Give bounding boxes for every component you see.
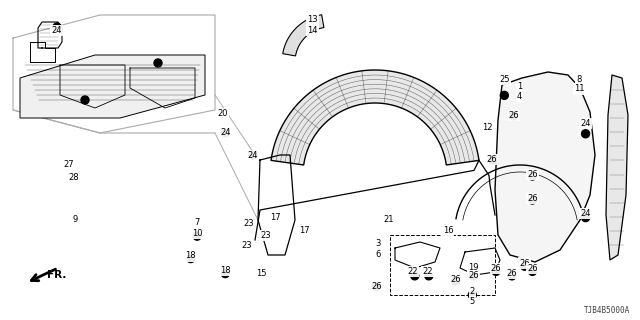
Text: 15: 15 xyxy=(256,269,266,278)
Text: 26: 26 xyxy=(371,282,381,291)
Text: 27: 27 xyxy=(64,160,74,169)
Circle shape xyxy=(582,130,589,138)
Text: 20: 20 xyxy=(218,109,228,118)
Circle shape xyxy=(489,156,497,164)
Text: 16: 16 xyxy=(443,226,453,235)
Circle shape xyxy=(81,96,89,104)
Text: 17: 17 xyxy=(299,226,309,235)
Text: 26: 26 xyxy=(451,276,461,284)
Text: 18: 18 xyxy=(186,252,196,260)
Circle shape xyxy=(411,272,419,280)
Polygon shape xyxy=(271,70,479,165)
Polygon shape xyxy=(283,15,324,56)
Circle shape xyxy=(221,269,229,278)
Circle shape xyxy=(372,282,380,291)
Text: 23: 23 xyxy=(260,231,271,240)
Circle shape xyxy=(154,59,162,67)
Text: 28: 28 xyxy=(68,173,79,182)
Circle shape xyxy=(249,151,257,159)
Text: 24: 24 xyxy=(580,209,591,218)
Circle shape xyxy=(452,277,460,285)
Text: 3: 3 xyxy=(375,239,380,248)
Circle shape xyxy=(468,291,476,299)
Text: 26: 26 xyxy=(491,264,501,273)
Bar xyxy=(390,235,495,295)
Text: 23: 23 xyxy=(243,220,253,228)
Circle shape xyxy=(53,23,61,31)
Text: 23: 23 xyxy=(241,241,252,250)
Text: 18: 18 xyxy=(220,266,230,275)
Text: 26: 26 xyxy=(508,111,518,120)
Circle shape xyxy=(425,272,433,280)
Circle shape xyxy=(470,272,477,280)
Circle shape xyxy=(529,268,536,275)
Text: 22: 22 xyxy=(422,267,433,276)
Text: 24: 24 xyxy=(220,128,230,137)
Text: 11: 11 xyxy=(574,84,584,93)
Circle shape xyxy=(508,272,516,280)
Text: 8: 8 xyxy=(577,75,582,84)
Text: 24: 24 xyxy=(51,26,61,35)
Text: 26: 26 xyxy=(527,264,538,273)
Circle shape xyxy=(492,268,500,275)
Circle shape xyxy=(187,255,195,262)
Text: 26: 26 xyxy=(486,155,497,164)
Circle shape xyxy=(529,172,536,180)
Text: 25: 25 xyxy=(499,75,509,84)
Text: 6: 6 xyxy=(375,250,380,259)
Text: 26: 26 xyxy=(527,170,538,179)
Text: 4: 4 xyxy=(517,92,522,101)
Circle shape xyxy=(529,196,536,204)
Text: TJB4B5000A: TJB4B5000A xyxy=(584,306,630,315)
Text: 2: 2 xyxy=(470,287,475,296)
Text: 22: 22 xyxy=(408,267,418,276)
Polygon shape xyxy=(606,75,628,260)
Text: 26: 26 xyxy=(507,269,517,278)
Text: 13: 13 xyxy=(307,15,317,24)
Text: 12: 12 xyxy=(483,124,493,132)
Circle shape xyxy=(500,92,508,99)
Text: 10: 10 xyxy=(192,229,202,238)
Polygon shape xyxy=(495,72,595,262)
Text: 24: 24 xyxy=(580,119,591,128)
Circle shape xyxy=(521,262,529,270)
Circle shape xyxy=(509,112,517,120)
Text: 26: 26 xyxy=(468,271,479,280)
Circle shape xyxy=(193,232,201,240)
Circle shape xyxy=(221,129,229,137)
Text: FR.: FR. xyxy=(47,270,67,280)
Text: 21: 21 xyxy=(384,215,394,224)
Circle shape xyxy=(582,214,589,222)
Text: 14: 14 xyxy=(307,26,317,35)
Polygon shape xyxy=(20,55,205,118)
Text: 19: 19 xyxy=(468,263,479,272)
Text: 1: 1 xyxy=(517,82,522,91)
Text: 7: 7 xyxy=(195,218,200,227)
Text: 26: 26 xyxy=(520,259,530,268)
Text: 17: 17 xyxy=(270,213,280,222)
Text: 5: 5 xyxy=(470,297,475,306)
Text: 24: 24 xyxy=(248,151,258,160)
Text: 9: 9 xyxy=(73,215,78,224)
Text: 26: 26 xyxy=(527,194,538,203)
